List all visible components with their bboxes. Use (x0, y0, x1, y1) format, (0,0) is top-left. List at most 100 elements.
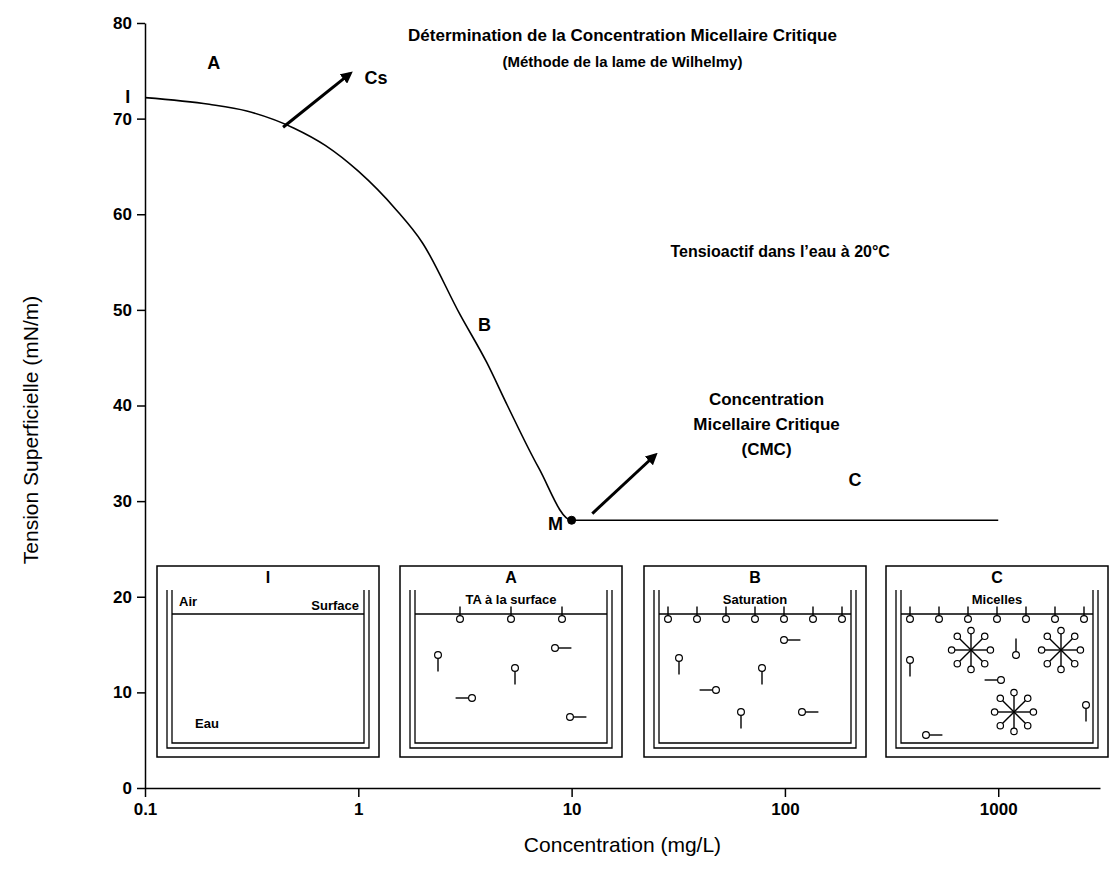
surfactant-tail (971, 639, 982, 650)
y-tick: 40 (113, 396, 145, 415)
inset: CMicelles (886, 566, 1108, 757)
surfactant-head (991, 709, 997, 715)
surfactant-head (508, 616, 515, 623)
y-axis-title: Tension Superficielle (mN/m) (19, 296, 42, 564)
y-tick-label: 40 (113, 396, 132, 415)
y-tick-mark (137, 692, 145, 694)
surfactant-tail (700, 689, 713, 690)
beaker-wall (901, 590, 1093, 743)
surfactant-head (781, 637, 788, 644)
surfactant-tail (971, 650, 982, 661)
inset-title: Saturation (723, 592, 787, 607)
chart: 0.1110100100001020304050607080Concentrat… (0, 0, 1117, 882)
surfactant-head (1081, 616, 1088, 623)
surfactant-tail (1061, 649, 1077, 650)
surfactant-head (987, 647, 993, 653)
surfactant-tail (996, 607, 997, 616)
x-tick: 1 (354, 788, 363, 819)
surfactant-head (567, 714, 574, 721)
x-tick-label: 1 (354, 800, 363, 819)
y-tick: 30 (113, 492, 145, 511)
y-tick-mark (137, 597, 145, 599)
beaker-wall (415, 590, 607, 743)
surfactant-head (435, 652, 442, 659)
surfactant-head (752, 616, 759, 623)
surfactant-tail (998, 711, 1014, 712)
surfactant-head (559, 616, 566, 623)
surfactant-tail (1060, 634, 1061, 650)
y-tick-mark (137, 118, 145, 120)
surfactant-head (1025, 695, 1031, 701)
surfactant-tail (967, 607, 968, 616)
surfactant-head (997, 695, 1003, 701)
y-axis: 01020304050607080 (113, 14, 145, 798)
beaker-wall (659, 590, 851, 743)
y-tick: 70 (113, 110, 145, 129)
surfactant-tail (1054, 607, 1055, 616)
surfactant-head (759, 665, 766, 672)
x-tick-mark (145, 788, 147, 797)
y-tick-mark (137, 788, 145, 790)
surfactant-head (665, 616, 672, 623)
annotation: M (548, 514, 563, 534)
y-tick-label: 60 (113, 205, 132, 224)
inset-frame (644, 566, 866, 757)
y-tick: 0 (123, 779, 145, 798)
surfactant-head (948, 647, 954, 653)
surfactant-head (1077, 647, 1083, 653)
surfactant-head (982, 661, 988, 667)
surfactant-head (1044, 661, 1050, 667)
y-tick-mark (137, 501, 145, 503)
inset-frame (157, 566, 379, 757)
y-tick-label: 0 (123, 779, 132, 798)
surfactant-tail (909, 663, 910, 676)
x-tick-label: 100 (771, 800, 799, 819)
surfactant-head (469, 695, 476, 702)
point-marker (568, 516, 576, 524)
surfactant-head (1011, 728, 1017, 734)
surfactant-tail (960, 650, 971, 661)
surfactant-head (810, 616, 817, 623)
surfactant-head (738, 709, 745, 716)
surfactant-head (512, 665, 519, 672)
surfactant-tail (1083, 607, 1084, 616)
beaker-wall (654, 590, 856, 748)
surfactant-tail (754, 607, 755, 616)
surfactant-head (1013, 652, 1020, 659)
surfactant-head (954, 633, 960, 639)
surfactant-tail (955, 649, 971, 650)
surfactant-tail (1061, 650, 1072, 661)
surfactant-head (1030, 709, 1036, 715)
surfactant-tail (558, 647, 571, 648)
surfactant-tail (805, 711, 818, 712)
surfactant-head (907, 616, 914, 623)
surfactant-head (799, 709, 806, 716)
surfactant-head (923, 732, 930, 739)
surfactant-tail (510, 607, 511, 616)
annotation: Tensioactif dans l’eau à 20°C (670, 243, 890, 260)
x-tick-mark (785, 788, 787, 797)
annotation: Cs (364, 68, 387, 88)
surfactant-tail (459, 607, 460, 616)
surfactant-tail (1045, 649, 1061, 650)
surfactant-head (1011, 689, 1017, 695)
surfactant-tail (573, 716, 586, 717)
surfactant-head (968, 666, 974, 672)
data-line (145, 98, 998, 521)
surfactant-tail (960, 639, 971, 650)
x-tick-label: 10 (563, 800, 582, 819)
y-tick-label: 10 (113, 683, 132, 702)
surfactant-tail (787, 639, 800, 640)
surfactant-tail (783, 607, 784, 616)
inset-label: A (505, 569, 517, 586)
micelle (948, 627, 993, 672)
x-tick: 0.1 (134, 788, 158, 819)
x-tick: 1000 (980, 788, 1018, 819)
y-tick: 10 (113, 683, 145, 702)
y-tick-mark (137, 23, 145, 25)
surfactant-head (839, 616, 846, 623)
surfactant-tail (1061, 639, 1072, 650)
x-tick-label: 1000 (980, 800, 1018, 819)
surfactant-head (713, 687, 720, 694)
inset-frame (400, 566, 622, 757)
